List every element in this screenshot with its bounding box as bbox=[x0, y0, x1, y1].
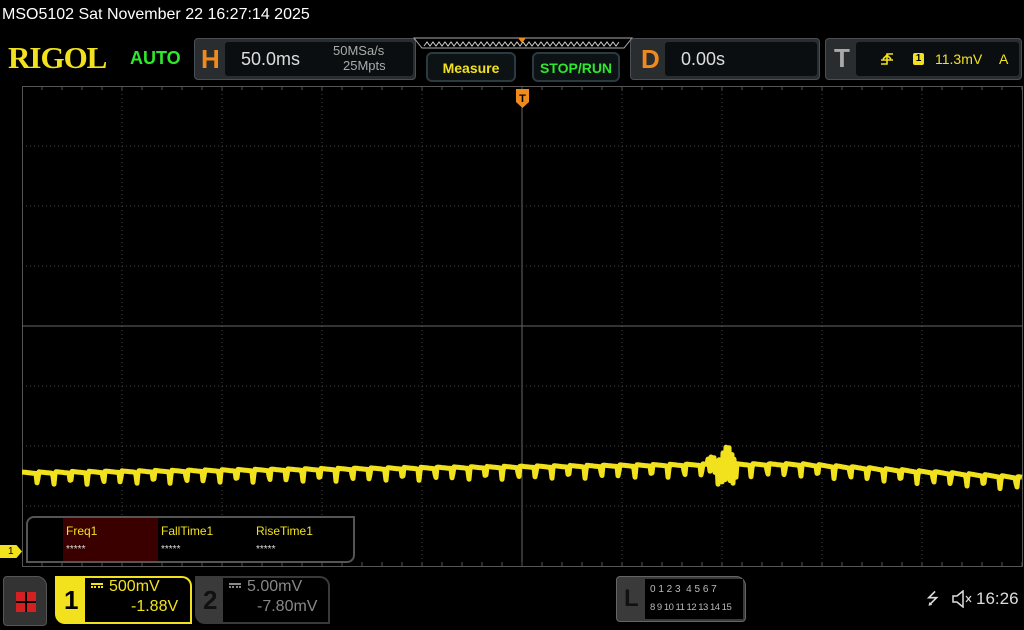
memory-position-bar[interactable] bbox=[412, 37, 634, 51]
measurement-value: ***** bbox=[161, 544, 181, 555]
rigol-logo: RIGOL bbox=[8, 40, 107, 75]
grid-menu-icon bbox=[16, 592, 36, 612]
channel2-number: 2 bbox=[203, 585, 218, 615]
measurement-results-panel[interactable]: Freq1 ***** FallTime1 ***** RiseTime1 ***** bbox=[26, 516, 355, 563]
logic-panel[interactable]: L 0 1 2 3 4 5 6 7 8 9 10 11 12 13 14 15 bbox=[616, 576, 746, 622]
stop-run-button[interactable]: STOP/RUN bbox=[532, 52, 620, 82]
usb-icon: ⭍ bbox=[926, 591, 940, 608]
horizontal-letter: H bbox=[201, 44, 220, 74]
channel1-number: 1 bbox=[64, 585, 79, 615]
system-clock: 16:26 bbox=[976, 589, 1019, 608]
trigger-panel[interactable]: T 1 11.3mV A bbox=[825, 38, 1022, 80]
delay-panel[interactable]: D 0.00s bbox=[630, 38, 820, 80]
dc-coupling-icon bbox=[91, 583, 103, 588]
measurement-label: FallTime1 bbox=[161, 524, 214, 538]
delay-letter: D bbox=[641, 44, 660, 74]
dc-coupling-icon bbox=[229, 583, 241, 588]
logic-channels-row1: 0 1 2 3 4 5 6 7 bbox=[650, 584, 717, 595]
waveform-display[interactable] bbox=[22, 86, 1023, 568]
speaker-muted-icon[interactable] bbox=[951, 590, 973, 608]
timebase-value: 50.0ms bbox=[241, 49, 301, 69]
measurement-label: RiseTime1 bbox=[256, 524, 313, 538]
measure-button[interactable]: Measure bbox=[426, 52, 516, 82]
channel2-offset: -7.80mV bbox=[257, 598, 318, 615]
logic-channels-row2: 8 9 10 11 12 13 14 15 bbox=[650, 602, 732, 613]
measurement-label: Freq1 bbox=[66, 524, 98, 538]
trigger-mode-status: AUTO bbox=[130, 48, 181, 68]
horizontal-panel[interactable]: H 50.0ms 50MSa/s 25Mpts bbox=[194, 38, 416, 80]
sample-rate: 50MSa/s bbox=[333, 43, 385, 58]
home-menu-button[interactable] bbox=[3, 576, 47, 626]
channel1-offset-marker[interactable]: 1 bbox=[0, 545, 22, 558]
channel2-panel[interactable]: 2 5.00mV -7.80mV bbox=[195, 576, 330, 624]
channel1-panel[interactable]: 1 500mV -1.88V bbox=[55, 576, 192, 624]
measurement-value: ***** bbox=[256, 544, 276, 555]
memory-depth: 25Mpts bbox=[343, 58, 386, 73]
svg-text:T: T bbox=[519, 93, 526, 105]
channel1-waveform-trace bbox=[22, 444, 1023, 492]
trigger-level: 11.3mV bbox=[935, 51, 983, 67]
channel1-scale: 500mV bbox=[109, 578, 160, 595]
measurement-value: ***** bbox=[66, 544, 86, 555]
channel2-scale: 5.00mV bbox=[247, 578, 303, 595]
trigger-letter: T bbox=[834, 43, 850, 73]
trigger-sweep: A bbox=[999, 51, 1009, 67]
title-bar: MSO5102 Sat November 22 16:27:14 2025 bbox=[0, 0, 1024, 30]
delay-value: 0.00s bbox=[681, 49, 726, 69]
trigger-source-badge: 1 bbox=[913, 53, 924, 65]
channel1-offset: -1.88V bbox=[131, 598, 179, 615]
logic-letter: L bbox=[624, 585, 639, 612]
rising-edge-icon bbox=[881, 53, 893, 65]
trigger-position-marker[interactable]: T bbox=[515, 88, 530, 110]
